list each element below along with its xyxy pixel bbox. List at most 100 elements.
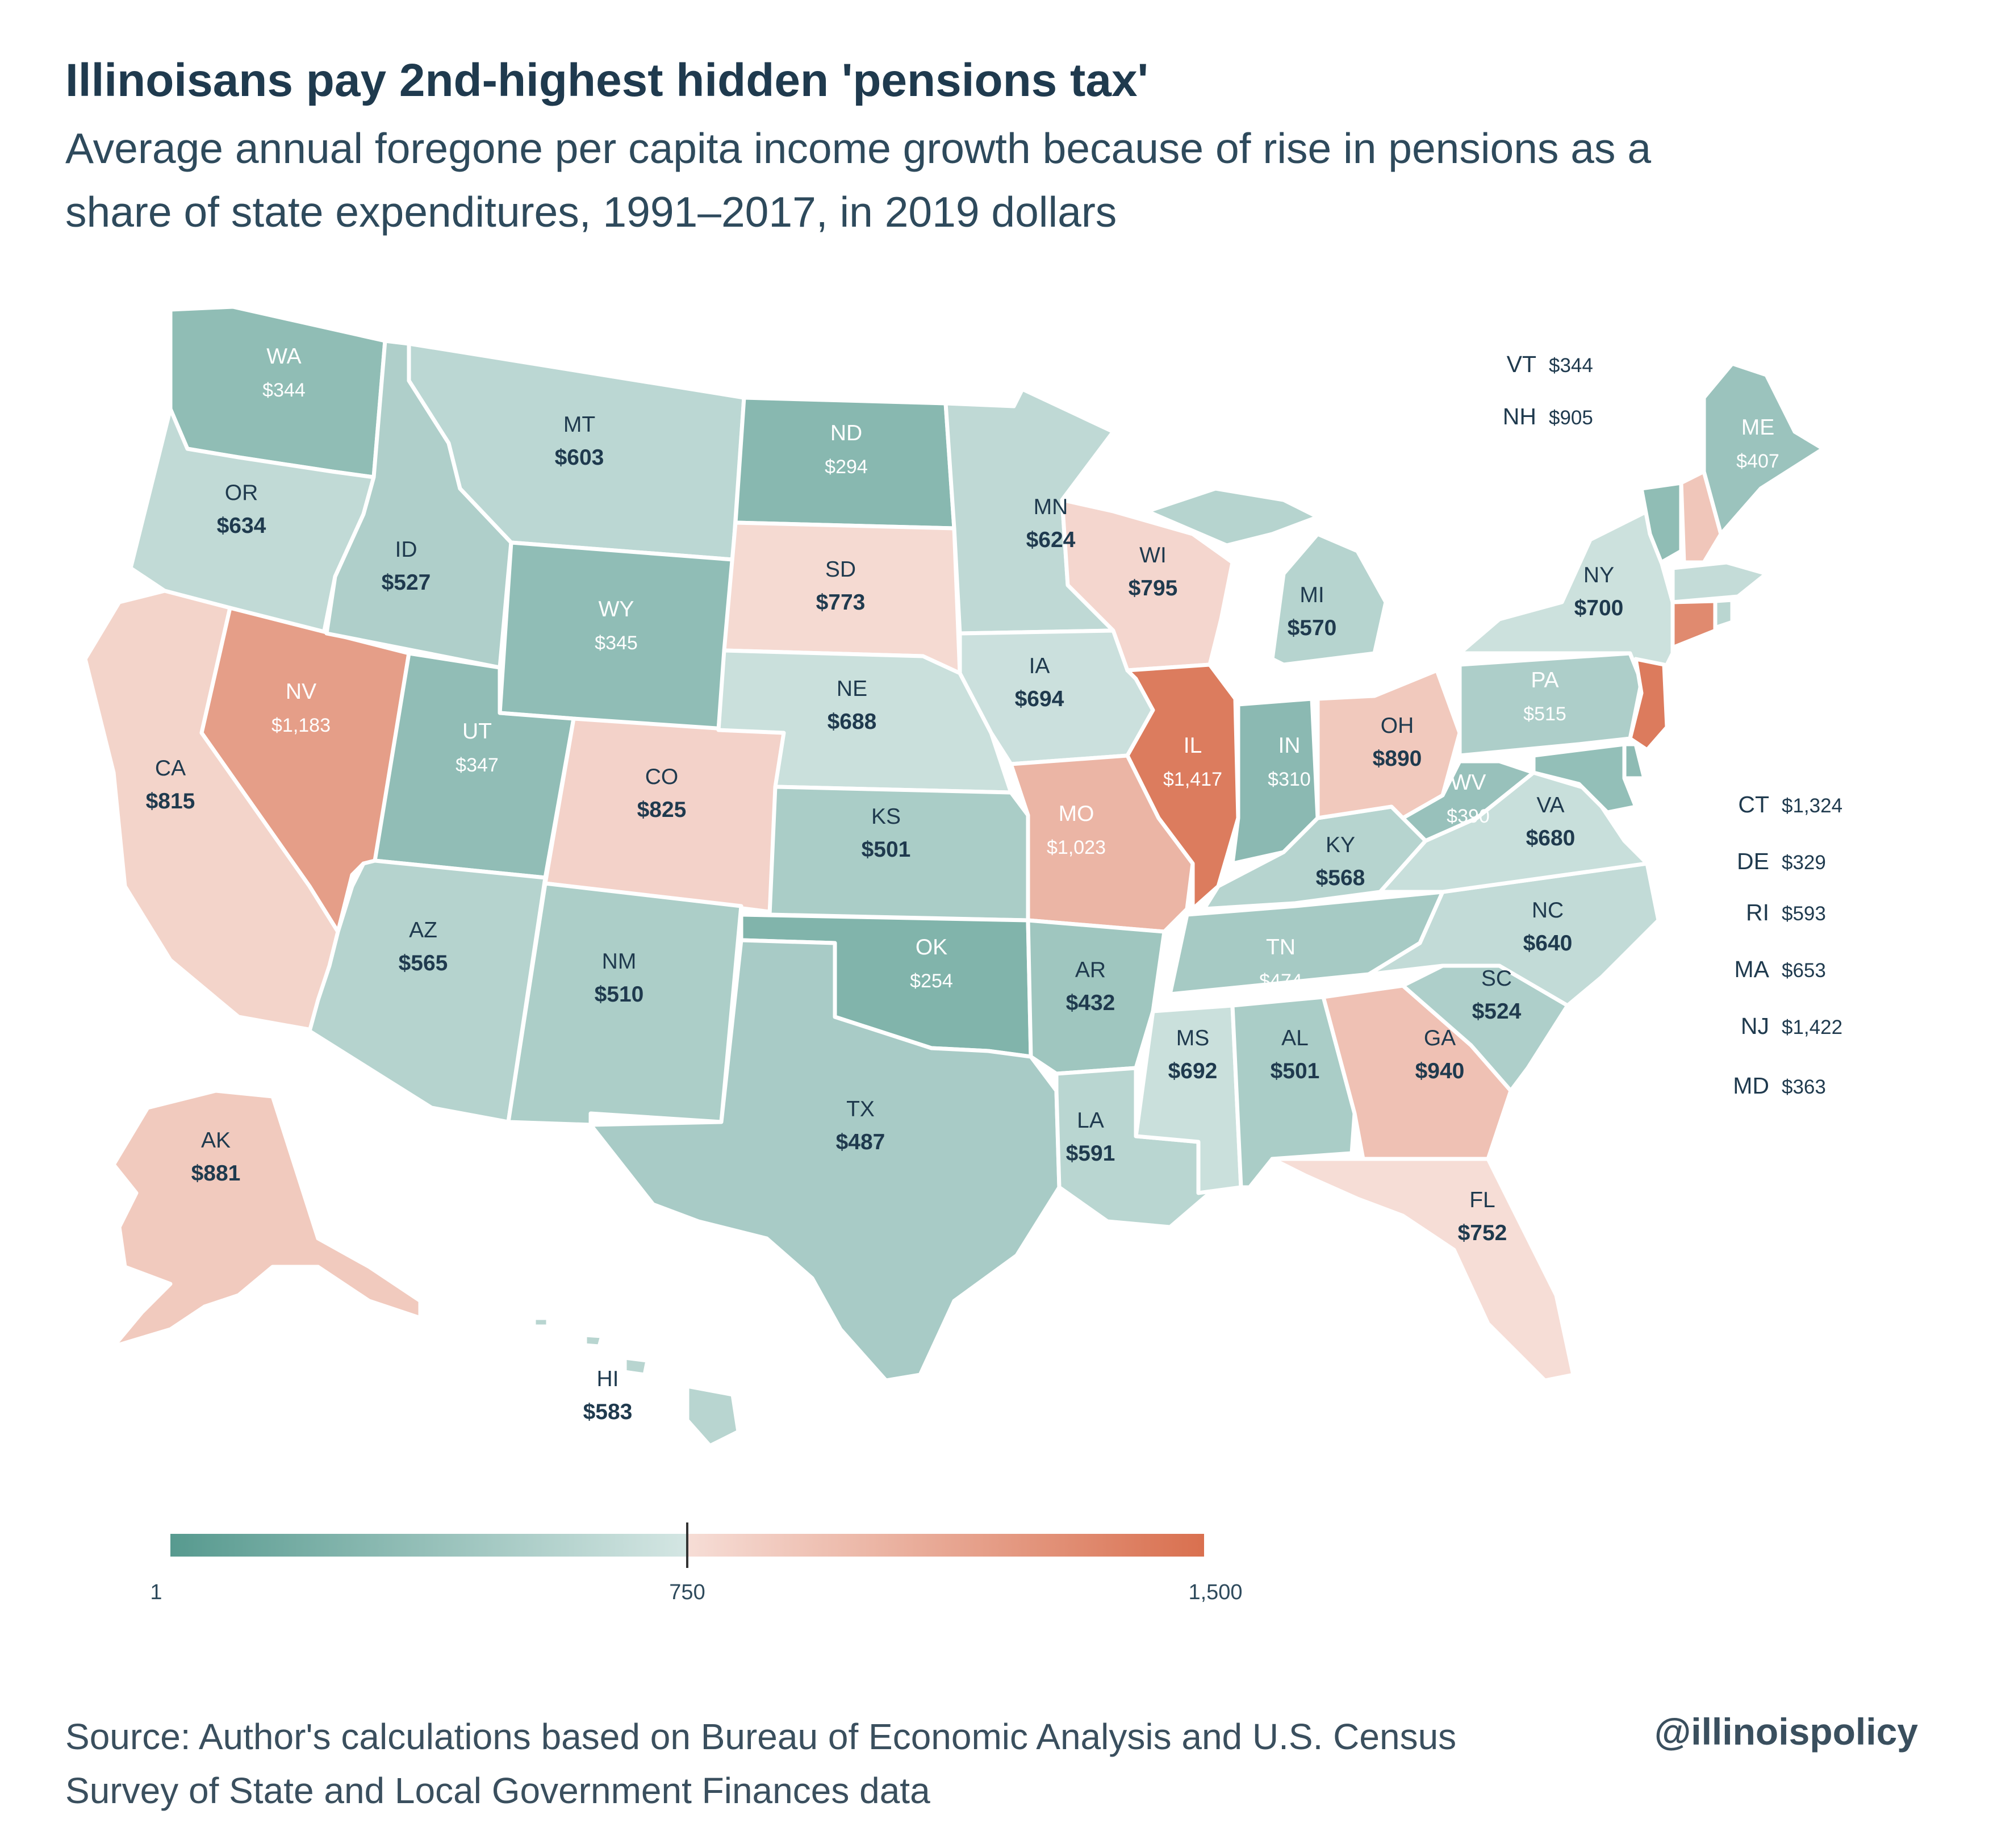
- label-nm-abbr: NM: [602, 949, 637, 974]
- state-MA[interactable]: [1670, 560, 1769, 604]
- label-ut-abbr: UT: [462, 719, 492, 744]
- label-in-value: $310: [1268, 769, 1311, 790]
- label-al-value: $501: [1271, 1059, 1320, 1083]
- label-wv-abbr: WV: [1451, 770, 1486, 795]
- legend-min-label: 1: [150, 1580, 162, 1604]
- label-tx-abbr: TX: [846, 1097, 875, 1121]
- source-note: Source: Author's calculations based on B…: [65, 1716, 1457, 1811]
- label-wa-abbr: WA: [266, 344, 301, 369]
- label-az-value: $565: [399, 951, 448, 975]
- state-MI[interactable]: [1145, 486, 1388, 667]
- legend-mid-label: 750: [669, 1580, 705, 1604]
- label-ut-value: $347: [456, 754, 499, 776]
- label-ne-value: $688: [828, 710, 877, 734]
- label-or-value: $634: [217, 514, 266, 538]
- label-ms-abbr: MS: [1176, 1026, 1210, 1050]
- label-oh-abbr: OH: [1381, 714, 1414, 738]
- side-label-ma-abbr: MA: [1735, 956, 1770, 982]
- state-WI[interactable]: [1060, 498, 1235, 673]
- label-la-value: $591: [1066, 1141, 1115, 1166]
- side-state-labels: VT $344 NH $905 CT $1,324 DE $329 RI $593 MA $653 NJ…: [1503, 351, 1842, 1099]
- label-co-value: $825: [637, 798, 687, 822]
- label-ks-abbr: KS: [871, 804, 901, 829]
- side-label-de-abbr: DE: [1737, 848, 1769, 874]
- social-handle: @illinoispolicy: [1654, 1711, 1918, 1753]
- label-ny-abbr: NY: [1583, 563, 1614, 587]
- label-ca-abbr: CA: [155, 756, 186, 781]
- label-ky-abbr: KY: [1326, 833, 1355, 857]
- state-TX[interactable]: [588, 938, 1062, 1383]
- chart-title: Illinoisans pay 2nd-highest hidden 'pens…: [65, 55, 1149, 106]
- label-ca-value: $815: [146, 789, 195, 814]
- label-il-value: $1,417: [1163, 769, 1222, 790]
- label-mo-value: $1,023: [1047, 837, 1106, 858]
- label-pa-value: $515: [1523, 703, 1566, 725]
- label-me-abbr: ME: [1741, 415, 1775, 440]
- state-FL[interactable]: [1270, 1157, 1576, 1383]
- label-mi-abbr: MI: [1299, 583, 1324, 607]
- side-label-md-value: $363: [1782, 1076, 1826, 1098]
- side-label-md-abbr: MD: [1733, 1073, 1769, 1099]
- label-or-abbr: OR: [225, 481, 258, 505]
- label-ar-value: $432: [1066, 991, 1115, 1015]
- label-mn-abbr: MN: [1034, 495, 1068, 519]
- state-CT[interactable]: [1670, 599, 1718, 650]
- color-legend: 1 750 1,500: [150, 1522, 1243, 1604]
- label-la-abbr: LA: [1077, 1108, 1104, 1133]
- label-oh-value: $890: [1373, 746, 1422, 771]
- label-ok-abbr: OK: [916, 935, 947, 960]
- label-ar-abbr: AR: [1075, 958, 1106, 982]
- state-NJ[interactable]: [1628, 657, 1669, 752]
- label-co-abbr: CO: [645, 765, 679, 789]
- label-nd-value: $294: [825, 456, 868, 478]
- label-nd-abbr: ND: [830, 421, 862, 445]
- state-NH[interactable]: [1679, 469, 1723, 565]
- label-pa-abbr: PA: [1531, 668, 1558, 693]
- label-tx-value: $487: [836, 1130, 885, 1154]
- state-AK[interactable]: [111, 1088, 423, 1349]
- label-fl-abbr: FL: [1469, 1188, 1495, 1212]
- label-sc-value: $524: [1472, 999, 1522, 1024]
- state-DE[interactable]: [1622, 742, 1647, 781]
- label-ia-value: $694: [1015, 687, 1064, 711]
- legend-max-label: 1,500: [1188, 1580, 1242, 1604]
- label-hi-abbr: HI: [597, 1367, 619, 1391]
- state-LA[interactable]: [1054, 1066, 1212, 1229]
- label-wi-value: $795: [1129, 576, 1178, 600]
- state-NC[interactable]: [1367, 861, 1661, 1008]
- label-ak-abbr: AK: [201, 1128, 231, 1153]
- label-mt-value: $603: [555, 445, 604, 470]
- label-nc-value: $640: [1523, 931, 1573, 956]
- label-ga-value: $940: [1415, 1059, 1465, 1083]
- state-ME[interactable]: [1702, 361, 1825, 536]
- side-label-vt-value: $344: [1549, 354, 1593, 377]
- label-wv-value: $390: [1447, 806, 1490, 827]
- state-VT[interactable]: [1639, 481, 1683, 565]
- side-label-nj-abbr: NJ: [1741, 1013, 1769, 1039]
- state-MD[interactable]: [1531, 742, 1638, 815]
- label-ks-value: $501: [862, 837, 911, 862]
- label-sd-value: $773: [816, 590, 866, 615]
- label-mt-abbr: MT: [563, 412, 595, 437]
- state-WV[interactable]: [1401, 759, 1536, 843]
- state-HI[interactable]: [532, 1316, 741, 1448]
- side-label-ma-value: $653: [1782, 960, 1826, 982]
- label-va-abbr: VA: [1536, 793, 1564, 817]
- label-wi-abbr: WI: [1139, 543, 1167, 568]
- state-RI[interactable]: [1713, 598, 1735, 630]
- label-az-abbr: AZ: [409, 918, 437, 942]
- label-sd-abbr: SD: [825, 557, 856, 582]
- label-in-abbr: IN: [1278, 733, 1301, 758]
- state-IL[interactable]: [1125, 662, 1240, 911]
- label-wa-value: $344: [262, 379, 306, 401]
- label-ny-value: $700: [1574, 596, 1624, 620]
- state-NM[interactable]: [506, 881, 743, 1127]
- label-nc-abbr: NC: [1532, 898, 1564, 923]
- chart-subtitle: Average annual foregone per capita incom…: [65, 124, 1652, 236]
- side-label-ct-abbr: CT: [1738, 791, 1769, 817]
- label-mo-abbr: MO: [1059, 802, 1094, 826]
- side-label-nj-value: $1,422: [1782, 1016, 1842, 1038]
- label-ky-value: $568: [1316, 866, 1365, 890]
- label-tn-abbr: TN: [1266, 935, 1296, 960]
